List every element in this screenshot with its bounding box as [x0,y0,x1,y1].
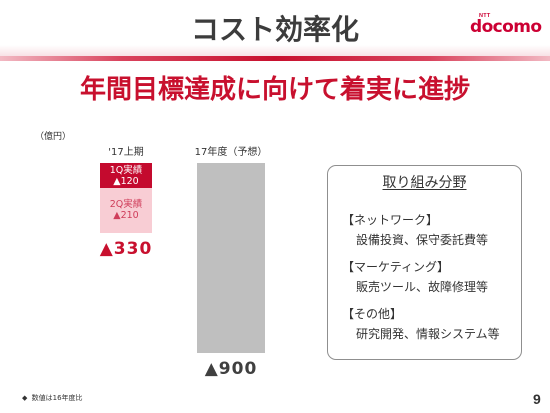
footnote: ◆ 数値は16年度比 [22,394,83,403]
bar-total-label: ▲330 [99,238,153,259]
bar-segment-name: 1Q実績 [109,164,143,176]
bar [197,163,265,353]
chart-unit-label: （億円） [35,132,72,142]
footnote-text: 数値は16年度比 [31,394,83,402]
focus-area-marketing: 【マーケティング】 販売ツール、故障修理等 [342,258,500,296]
cost-reduction-bar-chart: '17上期 1Q実績 ▲120 2Q実績 ▲210 ▲330 17年度（予想） ▲900 [90,140,290,390]
focus-areas-panel: 取り組み分野 【ネットワーク】 設備投資、保守委託費等 【マーケティング】 販売… [327,165,522,360]
focus-area-heading: 【その他】 [342,307,403,321]
title-band-glow [0,45,550,56]
footnote-diamond-icon: ◆ [22,394,28,402]
focus-area-detail: 設備投資、保守委託費等 [356,233,489,247]
bar-total-label: ▲900 [204,359,258,379]
panel-title: 取り組み分野 [382,175,467,191]
bar-segment: 2Q実績 ▲210 [100,188,152,233]
focus-area-detail: 販売ツール、故障修理等 [356,280,489,294]
focus-area-heading: 【ネットワーク】 [342,213,439,227]
docomo-logo: docomo [470,17,542,37]
focus-area-other: 【その他】 研究開発、情報システム等 [342,305,500,343]
category-label: '17上期 [108,147,144,158]
title-divider-band [0,56,550,61]
bar-segment-name: 2Q実績 [109,199,143,211]
slide-subtitle: 年間目標達成に向けて着実に進捗 [79,75,470,105]
page-number: 9 [533,391,541,407]
bar-segment: 1Q実績 ▲120 [100,163,152,189]
focus-area-detail: 研究開発、情報システム等 [356,327,500,341]
bar-segment-value-label: ▲120 [113,175,139,187]
logo-ntt-text: NTT [479,13,491,19]
bar-segment-value-label: ▲210 [113,210,139,222]
category-label: 17年度（予想） [194,147,268,158]
focus-area-list: 【ネットワーク】 設備投資、保守委託費等 【マーケティング】 販売ツール、故障修… [342,211,500,352]
focus-area-heading: 【マーケティング】 [342,260,450,274]
focus-area-network: 【ネットワーク】 設備投資、保守委託費等 [342,211,500,249]
slide-title: コスト効率化 [190,13,359,46]
